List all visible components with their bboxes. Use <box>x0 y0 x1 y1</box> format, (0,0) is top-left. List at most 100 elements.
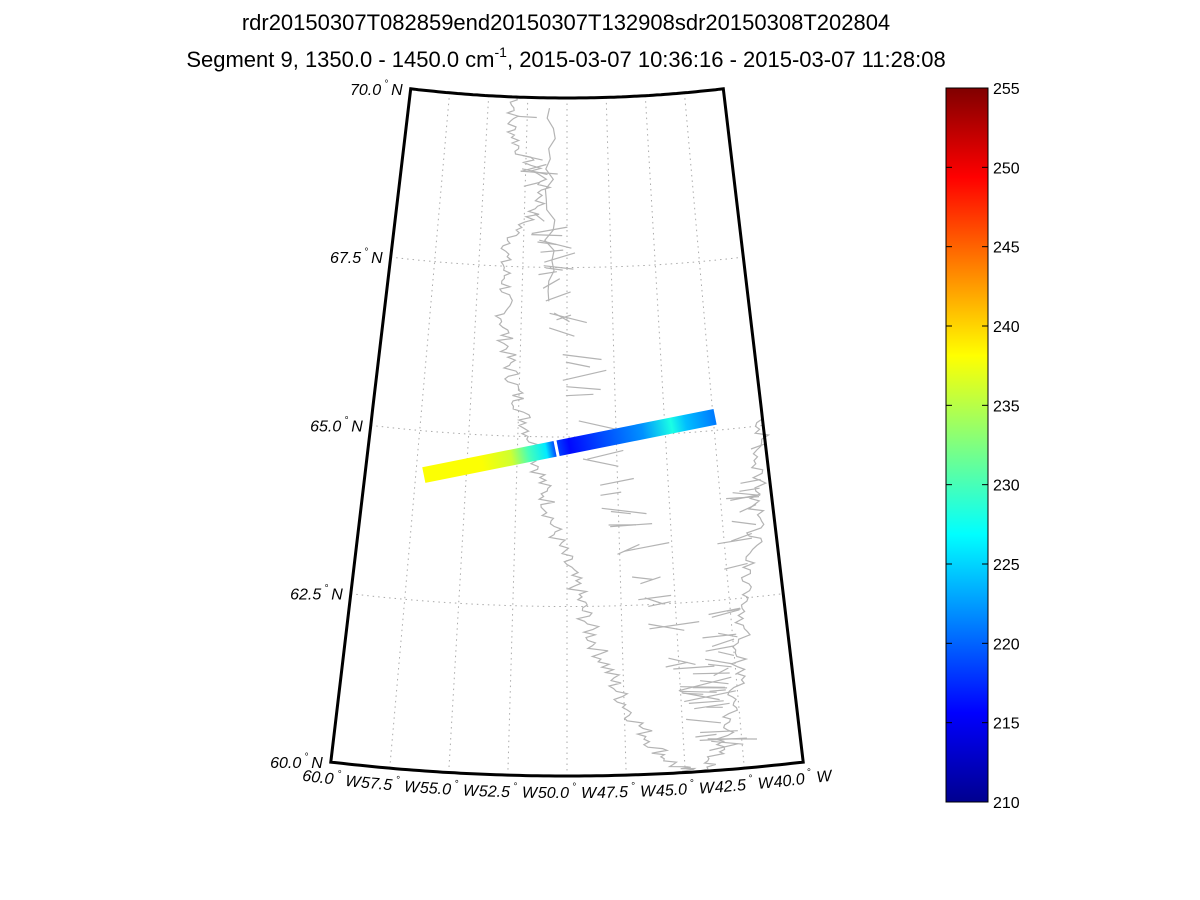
fjord-line <box>713 667 729 677</box>
fjord-line <box>534 213 545 222</box>
fjord-line <box>679 690 717 693</box>
hemisphere: N <box>391 82 403 99</box>
fjord-line <box>740 478 761 484</box>
fjord-line <box>692 672 730 675</box>
fjord-line <box>632 576 653 580</box>
hemisphere: W <box>699 780 717 798</box>
title-line-2-prefix: Segment 9, 1350.0 - 1450.0 cm <box>186 47 494 72</box>
fjord-line <box>705 645 734 652</box>
fjord-line <box>665 661 688 668</box>
fjord-line <box>523 181 540 187</box>
fjord-line <box>540 249 564 253</box>
fjord-line <box>705 658 733 665</box>
fjord-line <box>673 665 715 670</box>
fjord-line <box>700 730 738 734</box>
hemisphere: W <box>757 774 775 792</box>
longitude-label: 52.5 ° W <box>479 780 540 802</box>
colorbar-ticks: 210 215 220 225 230 235 240 245 250 255 <box>946 81 1020 812</box>
longitude-labels: 60.0 ° W 57.5 ° W 55.0 ° W 52.5 ° W 50.0 ° W 47.5 ° W 45.0… <box>301 765 834 802</box>
fjord-line <box>566 386 601 391</box>
colorbar-tick-label: 210 <box>993 795 1020 812</box>
fjord-line <box>694 702 730 710</box>
hemisphere: N <box>311 755 323 772</box>
fjord-line <box>724 562 748 570</box>
fjord-line <box>549 312 587 324</box>
map-frame <box>329 87 805 778</box>
colorbar-tick-label: 235 <box>993 398 1020 415</box>
colorbar-tick-label: 225 <box>993 557 1020 574</box>
fjord-line <box>553 312 570 323</box>
fjord-line <box>700 680 729 685</box>
parallel-line <box>350 593 784 607</box>
degree-symbol: ° <box>806 767 811 778</box>
hemisphere: W <box>816 768 835 787</box>
longitude-label: 57.5 ° W <box>360 772 422 797</box>
fjord-line <box>531 226 568 235</box>
fjord-line <box>648 623 685 631</box>
fjord-line <box>531 234 563 237</box>
title-line-2-suffix: , 2015-03-07 10:36:16 - 2015-03-07 11:28… <box>507 47 946 72</box>
fjord-line <box>517 115 537 119</box>
fjord-line <box>556 314 572 321</box>
fjord-line <box>649 621 700 630</box>
hemisphere: W <box>344 773 363 792</box>
fjord-line <box>565 361 591 368</box>
longitude-label: 60.0 ° W <box>301 765 363 792</box>
colorbar-tick-label: 250 <box>993 160 1020 177</box>
fjord-line <box>600 491 622 496</box>
longitude-label: 50.0 ° W <box>538 782 598 802</box>
hemisphere: N <box>331 587 343 604</box>
colorbar-tick-label: 255 <box>993 81 1020 98</box>
degree-symbol: ° <box>748 773 753 784</box>
fjord-line <box>680 686 726 688</box>
fjord-line <box>684 690 736 703</box>
longitude-label: 42.5° W <box>714 771 776 796</box>
fjord-line <box>587 449 624 460</box>
fjord-line <box>539 239 572 249</box>
fjord-line <box>623 542 670 552</box>
fjord-line <box>522 155 543 161</box>
parallel-line <box>390 256 744 268</box>
swath-band <box>422 408 717 483</box>
degree-symbol: ° <box>344 415 348 426</box>
fjord-line <box>520 163 547 172</box>
fjord-line <box>648 601 671 607</box>
fjord-line <box>708 663 732 668</box>
degree-symbol: ° <box>631 781 635 792</box>
colorbar-tick-label: 220 <box>993 636 1020 653</box>
east-coastline <box>694 418 771 773</box>
longitude-label: 47.5 ° W <box>597 780 658 802</box>
degree-symbol: ° <box>689 778 694 789</box>
fjord-line <box>681 692 720 701</box>
fjord-line <box>739 487 760 492</box>
degree-symbol: ° <box>395 775 400 786</box>
fjord-line <box>549 327 575 337</box>
title-line-2-superscript: -1 <box>495 44 508 60</box>
hemisphere: N <box>351 418 363 435</box>
fjord-line <box>686 718 721 724</box>
hemisphere: W <box>640 783 657 800</box>
fjord-line <box>562 354 602 361</box>
fjord-line <box>562 369 607 381</box>
fjord-line <box>678 676 732 692</box>
fjord-line <box>711 638 735 647</box>
fjord-line <box>709 743 739 752</box>
title-line-2: Segment 9, 1350.0 - 1450.0 cm-1, 2015-03… <box>186 44 945 72</box>
latitude-labels: 70.0 ° N67.5 ° N65.0 ° N62.5 ° N60.0 ° N <box>270 79 403 772</box>
latitude-label: 70.0 ° N <box>350 79 403 99</box>
fjord-line <box>520 170 558 175</box>
fjord-line <box>717 537 752 545</box>
fjord-line <box>750 443 766 450</box>
fjord-line <box>718 651 735 656</box>
fjord-line <box>711 609 740 618</box>
hemisphere: W <box>581 785 598 802</box>
fjord-line <box>582 458 619 467</box>
colorbar-tick-label: 240 <box>993 319 1020 336</box>
title-line-1: rdr20150307T082859end20150307T132908sdr2… <box>242 10 890 35</box>
degree-symbol: ° <box>513 781 517 792</box>
colorbar-tick-label: 230 <box>993 478 1020 495</box>
fjord-line <box>545 291 571 302</box>
colorbar-bar <box>945 87 989 803</box>
hemisphere: N <box>371 250 383 267</box>
